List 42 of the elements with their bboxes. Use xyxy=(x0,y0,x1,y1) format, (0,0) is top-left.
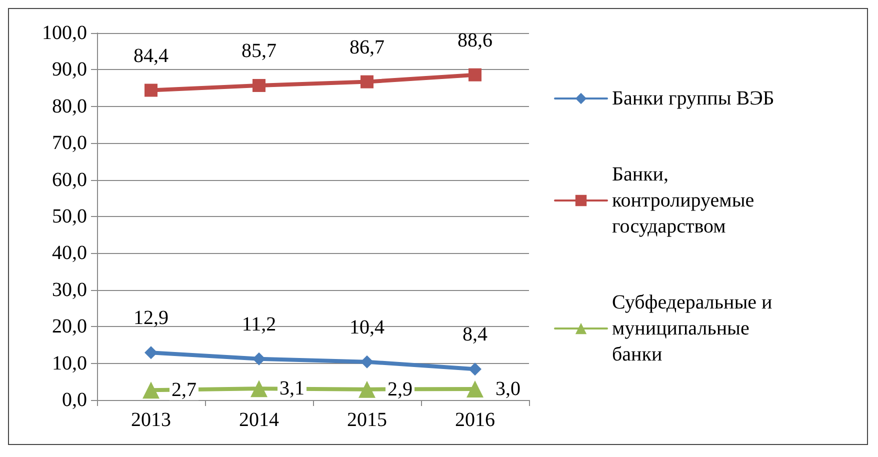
data-label: 2,9 xyxy=(388,378,412,400)
point xyxy=(468,68,482,82)
data-label: 3,1 xyxy=(280,378,304,400)
point xyxy=(250,380,268,398)
legend-label: Банки, контролируемые государством xyxy=(612,164,754,238)
y-tick-label: 0,0 xyxy=(62,389,87,411)
data-label: 86,7 xyxy=(350,36,384,58)
y-tick-label: 30,0 xyxy=(52,278,87,301)
data-label: 12,9 xyxy=(134,307,168,330)
x-tick-label: 2015 xyxy=(347,409,387,431)
point xyxy=(252,352,266,366)
x-tick-label: 2016 xyxy=(455,409,495,431)
data-label: 84,4 xyxy=(134,44,168,67)
data-label: 85,7 xyxy=(242,40,276,62)
data-label: 11,2 xyxy=(242,313,276,336)
x-tick-label: 2013 xyxy=(131,409,171,431)
point xyxy=(144,346,158,360)
data-label: 8,4 xyxy=(462,324,488,346)
data-label: 2,7 xyxy=(172,379,196,402)
legend-label: Банки группы ВЭБ xyxy=(612,88,774,110)
data-label: 10,4 xyxy=(350,316,384,338)
y-tick-label: 10,0 xyxy=(52,352,87,374)
y-tick-label: 60,0 xyxy=(52,168,87,191)
point xyxy=(252,78,266,92)
y-tick-label: 80,0 xyxy=(52,95,87,118)
y-tick-label: 90,0 xyxy=(52,58,87,81)
point xyxy=(358,380,376,398)
point xyxy=(360,75,374,88)
x-tick-label: 2014 xyxy=(239,409,279,431)
y-tick-label: 70,0 xyxy=(52,132,87,154)
y-tick-label: 20,0 xyxy=(52,316,87,338)
y-tick-label: 40,0 xyxy=(52,242,87,264)
y-tick-label: 100,0 xyxy=(42,22,87,44)
y-tick-label: 50,0 xyxy=(52,206,87,228)
point xyxy=(144,84,158,97)
point xyxy=(360,355,374,368)
data-label: 88,6 xyxy=(458,29,492,52)
legend-label: Субфедеральные и муниципальные банки xyxy=(612,292,773,366)
point xyxy=(466,380,484,398)
data-label: 3,0 xyxy=(496,378,520,400)
point xyxy=(142,382,160,399)
point xyxy=(468,362,482,376)
